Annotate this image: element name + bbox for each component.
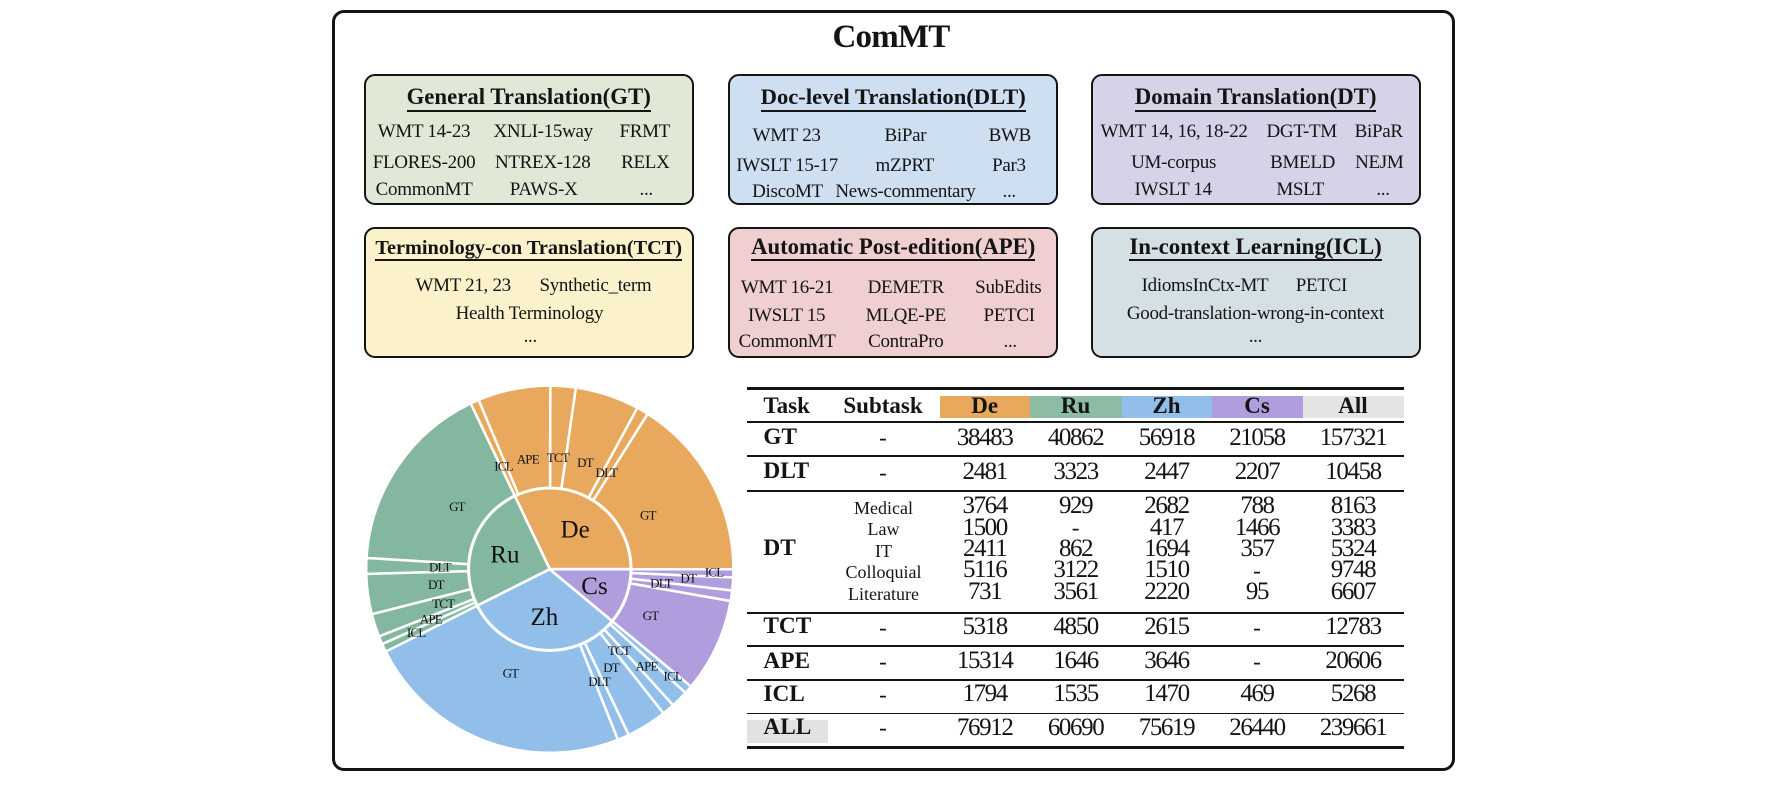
svg-text:DLT: DLT <box>596 465 619 480</box>
svg-text:DLT: DLT <box>588 674 611 689</box>
svg-text:DT: DT <box>577 455 594 470</box>
svg-text:ICL: ICL <box>494 458 513 473</box>
svg-text:TCT: TCT <box>547 450 570 465</box>
svg-text:ICL: ICL <box>705 564 724 579</box>
svg-text:ICL: ICL <box>407 625 426 640</box>
svg-text:GT: GT <box>503 665 520 680</box>
svg-text:Cs: Cs <box>581 573 607 600</box>
svg-text:GT: GT <box>643 608 660 623</box>
svg-text:APE: APE <box>420 611 443 626</box>
svg-text:GT: GT <box>449 499 466 514</box>
svg-text:Ru: Ru <box>490 541 520 568</box>
svg-text:DLT: DLT <box>650 576 673 591</box>
svg-text:ICL: ICL <box>664 668 683 683</box>
svg-text:De: De <box>561 517 590 544</box>
svg-text:DT: DT <box>680 570 697 585</box>
svg-text:GT: GT <box>640 507 657 522</box>
svg-text:Zh: Zh <box>531 604 559 631</box>
svg-text:TCT: TCT <box>432 596 455 611</box>
svg-text:DT: DT <box>428 577 445 592</box>
svg-text:TCT: TCT <box>608 643 631 658</box>
svg-text:DLT: DLT <box>429 560 452 575</box>
svg-text:DT: DT <box>603 660 620 675</box>
svg-text:APE: APE <box>517 452 540 467</box>
svg-text:APE: APE <box>635 658 658 673</box>
